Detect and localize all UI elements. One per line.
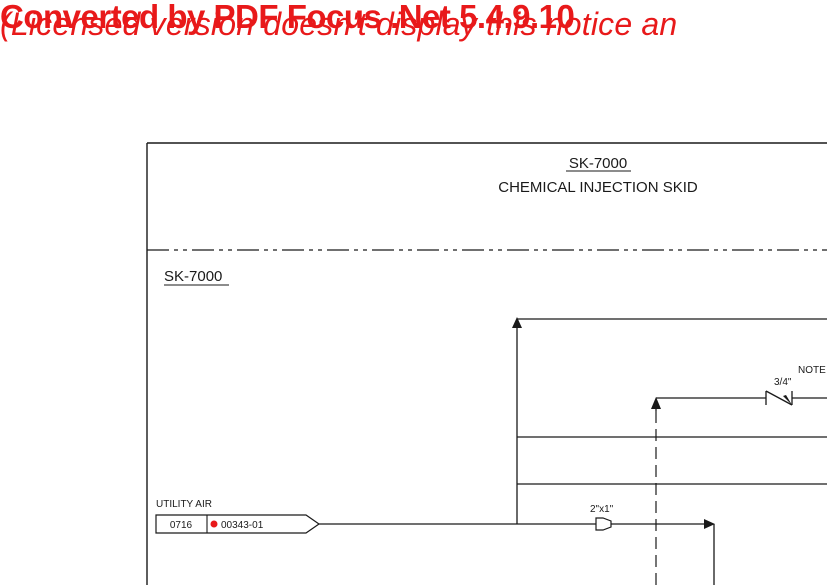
reducer-icon: [595, 517, 612, 531]
utility-air-label: UTILITY AIR: [156, 499, 212, 510]
offpage-connector: [155, 514, 321, 534]
connector-sheet-no: 0716: [170, 520, 193, 531]
title-desc: CHEMICAL INJECTION SKID: [498, 179, 698, 196]
watermark-line-1: Converted by PDF Focus .Net 5.4.9.10: [0, 0, 575, 35]
reducer-size-label: 2"x1": [590, 504, 614, 515]
riser-arrow: [512, 317, 522, 328]
valve-size-label: 3/4": [774, 377, 792, 388]
flow-arrow: [704, 519, 715, 529]
connector-drawing-no: 00343-01: [221, 520, 264, 531]
title-tag: SK-7000: [569, 155, 627, 172]
note-label: NOTE: [798, 365, 826, 376]
section-tag: SK-7000: [164, 268, 222, 285]
watermark-line-2: (Licensed version doesn't display this n…: [0, 6, 678, 42]
red-marker-icon: [210, 520, 218, 528]
signal-arrow: [651, 397, 661, 409]
